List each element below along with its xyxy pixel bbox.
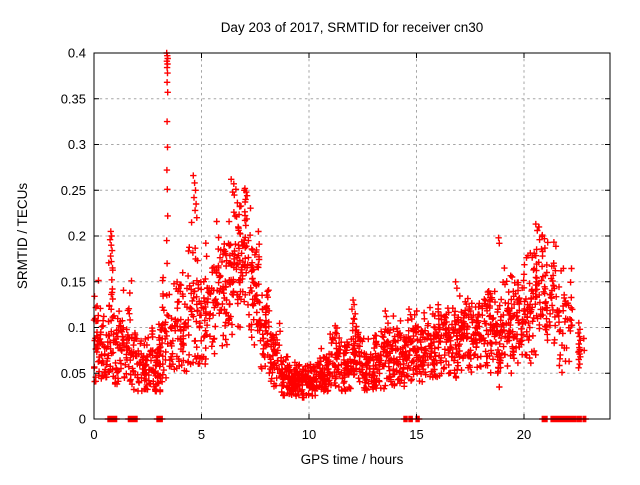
y-tick-label: 0.25: [61, 183, 86, 198]
y-tick-label: 0.4: [68, 46, 86, 61]
y-tick-label: 0.15: [61, 274, 86, 289]
y-tick-label: 0.35: [61, 91, 86, 106]
y-tick-label: 0.2: [68, 229, 86, 244]
x-tick-label: 10: [302, 427, 316, 442]
x-tick-label: 20: [517, 427, 531, 442]
y-tick-label: 0.1: [68, 320, 86, 335]
x-tick-label: 15: [409, 427, 423, 442]
y-tick-label: 0: [79, 412, 86, 427]
x-axis-label: GPS time / hours: [301, 452, 404, 467]
tick-labels: 0 5 10 15 20 0 0.05 0.1 0.15 0.2 0.25 0.3 0.35 0.4: [61, 46, 532, 443]
y-tick-label: 0.3: [68, 137, 86, 152]
y-tick-label: 0.05: [61, 366, 86, 381]
scatter-plus-markers: [90, 49, 589, 423]
y-axis-label: SRMTID / TECUs: [15, 183, 30, 290]
gridlines: [94, 53, 610, 419]
x-tick-label: 0: [90, 427, 97, 442]
x-tick-label: 5: [198, 427, 205, 442]
chart-title: Day 203 of 2017, SRMTID for receiver cn3…: [221, 20, 484, 35]
data-points: [90, 49, 589, 423]
axes-frame: [93, 52, 611, 420]
